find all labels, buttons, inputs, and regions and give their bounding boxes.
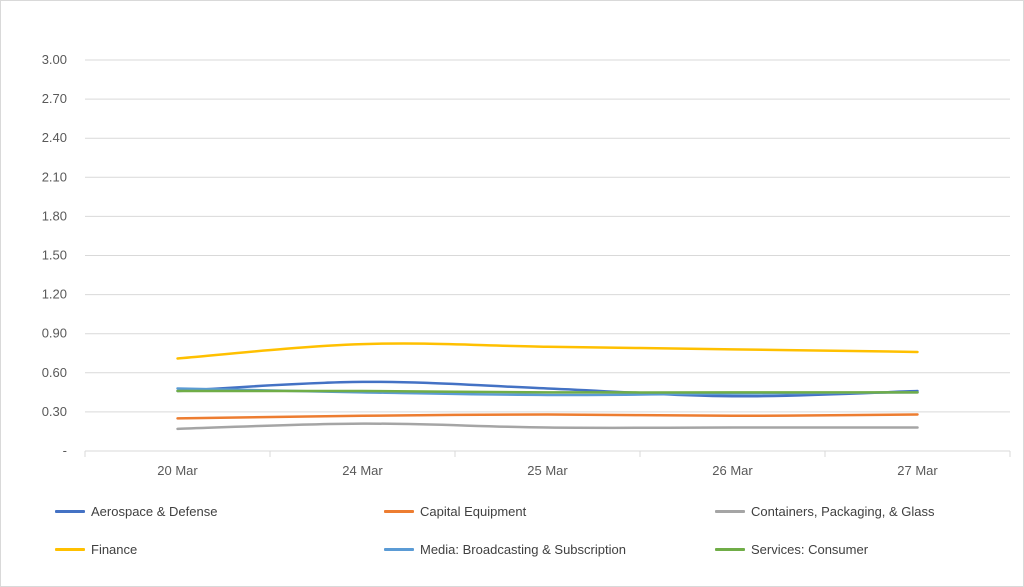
y-tick-label: 1.20 [42, 287, 67, 302]
x-axis-tick-labels: 20 Mar 24 Mar 25 Mar 26 Mar 27 Mar [157, 463, 938, 478]
series-line-finance [178, 343, 918, 358]
x-tick-label: 27 Mar [897, 463, 938, 478]
series-lines [178, 343, 918, 428]
y-tick-label: 3.00 [42, 52, 67, 67]
y-tick-label: 2.70 [42, 91, 67, 106]
gridlines [85, 60, 1010, 412]
x-tick-label: 24 Mar [342, 463, 383, 478]
x-tick-label: 26 Mar [712, 463, 753, 478]
y-tick-label: - [63, 443, 67, 458]
y-tick-label: 1.80 [42, 208, 67, 223]
y-tick-label: 0.60 [42, 365, 67, 380]
x-tick-label: 25 Mar [527, 463, 568, 478]
x-axis [85, 451, 1010, 457]
x-tick-label: 20 Mar [157, 463, 198, 478]
y-tick-label: 1.50 [42, 248, 67, 263]
y-tick-label: 2.40 [42, 130, 67, 145]
y-tick-label: 0.30 [42, 404, 67, 419]
y-tick-label: 0.90 [42, 326, 67, 341]
y-tick-label: 2.10 [42, 169, 67, 184]
series-line-containers-packaging-glass [178, 424, 918, 429]
series-line-services-consumer [178, 391, 918, 393]
series-line-capital-equipment [178, 415, 918, 419]
y-axis-tick-labels: - 0.30 0.60 0.90 1.20 1.50 1.80 2.10 2.40 2.70 3.0… [42, 52, 67, 458]
